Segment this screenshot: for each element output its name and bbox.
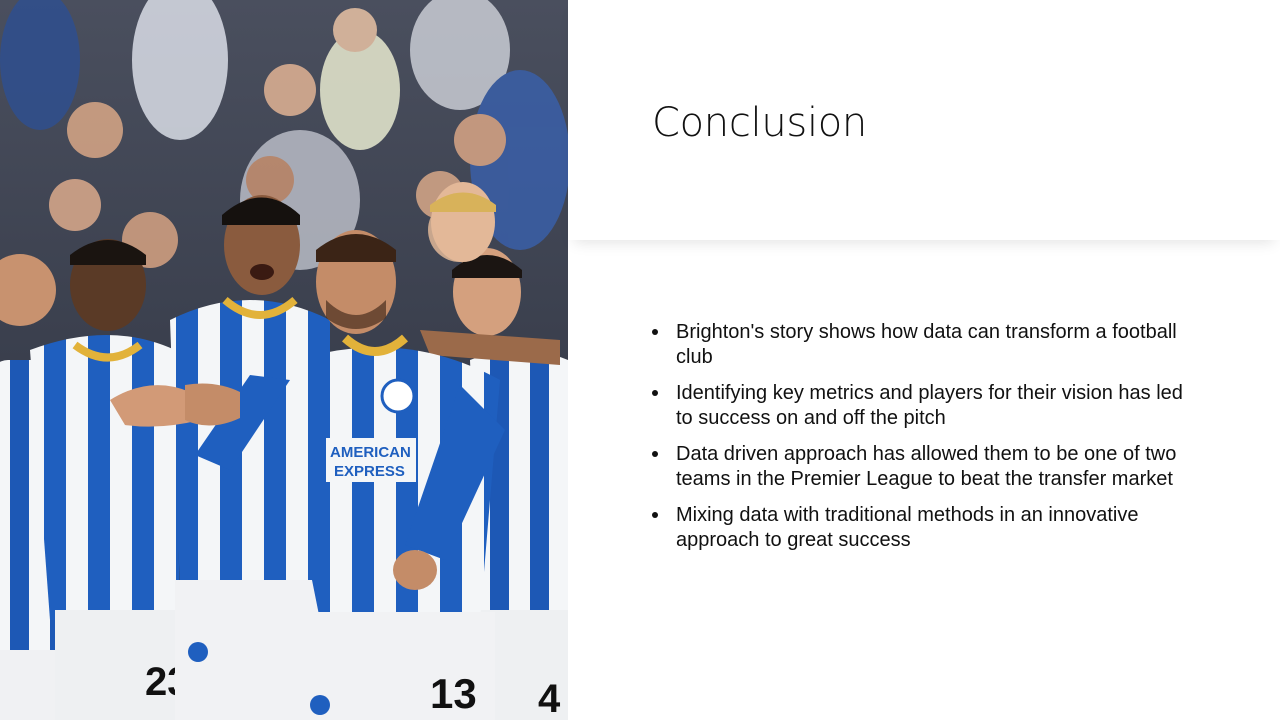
title-band xyxy=(568,0,1280,240)
bullet-item: Mixing data with traditional methods in … xyxy=(652,503,1192,552)
bullet-text: Identifying key metrics and players for … xyxy=(676,382,1183,429)
sponsor-line-2: EXPRESS xyxy=(334,463,405,480)
shirt-number-center: 13 xyxy=(430,670,477,717)
bullet-text: Data driven approach has allowed them to… xyxy=(676,443,1177,490)
high-five-hands xyxy=(110,383,240,427)
slide-photo: 23 4 xyxy=(0,0,568,720)
bullet-item: Data driven approach has allowed them to… xyxy=(652,442,1192,491)
shirt-number-right: 4 xyxy=(538,677,561,720)
bullet-item: Brighton's story shows how data can tran… xyxy=(652,320,1192,369)
players-celebrating-image: 23 4 xyxy=(0,0,568,720)
bullet-list: Brighton's story shows how data can tran… xyxy=(652,320,1192,564)
sponsor-line-1: AMERICAN xyxy=(330,444,411,461)
bullet-dot-icon xyxy=(652,451,658,457)
bullet-item: Identifying key metrics and players for … xyxy=(652,381,1192,430)
bullet-dot-icon xyxy=(652,329,658,335)
bullet-dot-icon xyxy=(652,390,658,396)
player-center: AMERICAN EXPRESS 13 xyxy=(195,230,505,720)
bullet-dot-icon xyxy=(652,512,658,518)
bullet-text: Mixing data with traditional methods in … xyxy=(676,504,1139,551)
bullet-text: Brighton's story shows how data can tran… xyxy=(676,321,1177,368)
slide-title: Conclusion xyxy=(652,100,867,146)
